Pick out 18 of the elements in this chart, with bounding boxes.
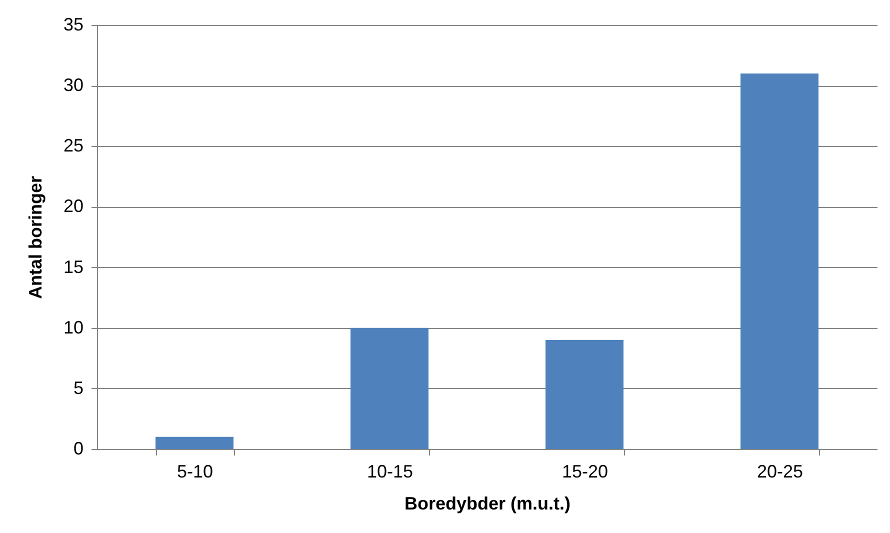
- bar: [156, 436, 234, 449]
- y-axis-title: Antal boringer: [25, 176, 46, 300]
- y-tick-label: 5: [73, 378, 84, 398]
- y-tick-label: 0: [73, 438, 84, 458]
- x-tick-label: 10-15: [366, 462, 414, 482]
- y-tick-label: 10: [63, 317, 84, 338]
- y-tick-label: 35: [63, 14, 84, 34]
- y-tick-label: 30: [63, 75, 84, 96]
- bar: [740, 73, 818, 449]
- x-tick-label: 20-25: [756, 462, 804, 482]
- y-tick-label: 20: [63, 196, 84, 216]
- x-axis-title: Boredybder (m.u.t.): [404, 494, 571, 514]
- y-tick-label: 15: [63, 256, 84, 277]
- x-tick-label: 5-10: [176, 462, 214, 482]
- bar: [350, 328, 428, 449]
- bar: [546, 340, 624, 449]
- y-tick-label: 25: [63, 136, 84, 156]
- x-tick-label: 15-20: [562, 462, 608, 482]
